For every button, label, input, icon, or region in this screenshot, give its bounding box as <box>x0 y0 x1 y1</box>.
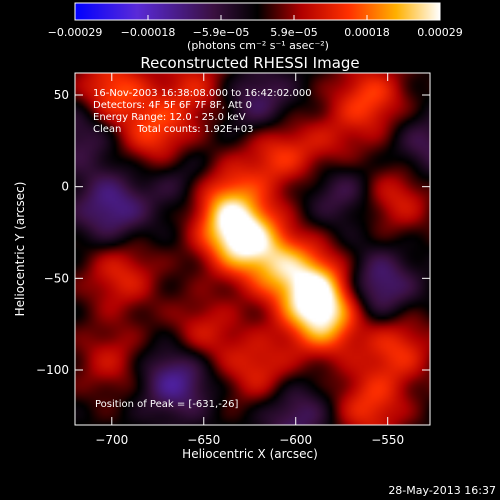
y-tick-label: −50 <box>44 271 69 285</box>
x-tick-label: −700 <box>95 433 128 447</box>
x-tick-label: −550 <box>371 433 404 447</box>
colorbar-frame <box>74 2 441 21</box>
y-tick-label: 0 <box>61 180 69 194</box>
y-tick-label: 50 <box>54 88 69 102</box>
colorbar-units: (photons cm⁻² s⁻¹ asec⁻²) <box>187 39 329 52</box>
colorbar-tick-label: 0.00018 <box>344 26 390 39</box>
annotation-clean-counts: Clean Total counts: 1.92E+03 <box>93 124 253 135</box>
chart-title: Reconstructed RHESSI Image <box>140 54 359 72</box>
annotation-time-range: 16-Nov-2003 16:38:08.000 to 16:42:02.000 <box>93 88 312 99</box>
colorbar-tick-label: −0.00018 <box>121 26 176 39</box>
y-axis-label: Heliocentric Y (arcsec) <box>13 182 27 317</box>
annotation-block: 16-Nov-2003 16:38:08.000 to 16:42:02.000… <box>93 88 312 410</box>
heatmap-image <box>75 73 430 425</box>
footer-timestamp: 28-May-2013 16:37 <box>388 484 496 497</box>
annotation-energy-range: Energy Range: 12.0 - 25.0 keV <box>93 112 246 123</box>
x-tick-label: −650 <box>187 433 220 447</box>
plot-area: −700 −650 −600 −550 50 0 −50 −100 <box>36 72 431 447</box>
colorbar-tick-label: 0.00029 <box>417 26 463 39</box>
plot-frame <box>74 72 431 426</box>
colorbar-tick-label: 5.9e−05 <box>270 26 317 39</box>
y-tick-label: −100 <box>36 363 69 377</box>
annotation-peak-position: Position of Peak = [-631,-26] <box>95 399 239 410</box>
x-axis-label: Heliocentric X (arcsec) <box>182 447 318 461</box>
colorbar-gradient <box>75 3 440 20</box>
colorbar: −0.00029 −0.00018 −5.9e−05 5.9e−05 0.00018 0.… <box>48 2 463 52</box>
colorbar-tick-label: −0.00029 <box>48 26 103 39</box>
x-tick-label: −600 <box>279 433 312 447</box>
annotation-detectors: Detectors: 4F 5F 6F 7F 8F, Att 0 <box>93 100 252 111</box>
colorbar-tick-label: −5.9e−05 <box>193 26 250 39</box>
